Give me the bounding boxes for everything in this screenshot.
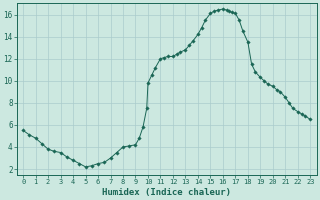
X-axis label: Humidex (Indice chaleur): Humidex (Indice chaleur) (102, 188, 231, 197)
